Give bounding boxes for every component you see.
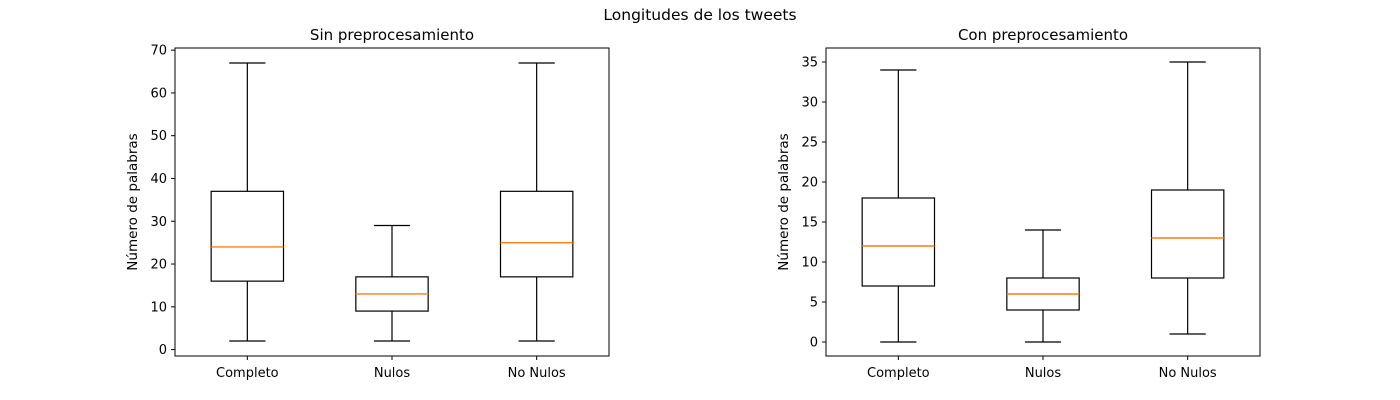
right-y-tick-label: 5: [810, 296, 818, 311]
left-y-tick-label: 20: [150, 258, 167, 273]
right-box-2: [1006, 229, 1080, 343]
right-box-3: [1150, 61, 1225, 335]
right-axes-frame: [825, 47, 1261, 357]
right-y-axis-label: Número de palabras: [776, 133, 792, 270]
right-box-1: [861, 69, 936, 343]
right-y-tick-label: 25: [801, 136, 818, 151]
left-axes-frame: [174, 47, 610, 357]
left-box-1-iqr-rect: [210, 190, 285, 282]
right-box-3-iqr-rect: [1150, 189, 1225, 279]
left-boxplot-panel: Sin preprocesamiento 0 10 20 30 40 50 60 70 Númer…: [125, 26, 610, 381]
left-box-1: [210, 62, 285, 342]
right-x-tick-label: No Nulos: [1159, 366, 1217, 381]
right-y-tick-label: 0: [810, 336, 818, 351]
left-x-tick-label: Nulos: [374, 366, 411, 381]
right-chart-title: Con preprocesamiento: [958, 26, 1128, 44]
left-y-tick-label: 30: [150, 215, 167, 230]
right-boxplot-panel: Con preprocesamiento 0 5 10 15 20 25 30 35 Número…: [776, 26, 1261, 381]
left-box-2: [355, 224, 429, 342]
left-x-tick-label: No Nulos: [508, 366, 566, 381]
left-y-tick-label: 0: [159, 343, 167, 358]
right-box-1-iqr-rect: [861, 197, 936, 287]
left-y-tick-label: 50: [150, 129, 167, 144]
right-y-tick-label: 10: [801, 256, 818, 271]
left-y-axis-label: Número de palabras: [125, 133, 141, 270]
right-x-tick-label: Completo: [867, 366, 930, 381]
right-y-tick-label: 20: [801, 176, 818, 191]
left-y-tick-label: 10: [150, 300, 167, 315]
left-y-tick-label: 40: [150, 172, 167, 187]
right-x-tick-label: Nulos: [1025, 366, 1062, 381]
left-x-tick-label: Completo: [216, 366, 279, 381]
left-y-tick-label: 70: [150, 44, 167, 59]
left-chart-title: Sin preprocesamiento: [310, 26, 474, 44]
left-y-tick-label: 60: [150, 86, 167, 101]
left-box-3: [499, 62, 574, 342]
figure-title: Longitudes de los tweets: [603, 6, 796, 24]
right-y-tick-label: 30: [801, 96, 818, 111]
right-y-tick-label: 35: [801, 56, 818, 71]
right-y-tick-label: 15: [801, 216, 818, 231]
left-box-3-iqr-rect: [499, 190, 574, 278]
